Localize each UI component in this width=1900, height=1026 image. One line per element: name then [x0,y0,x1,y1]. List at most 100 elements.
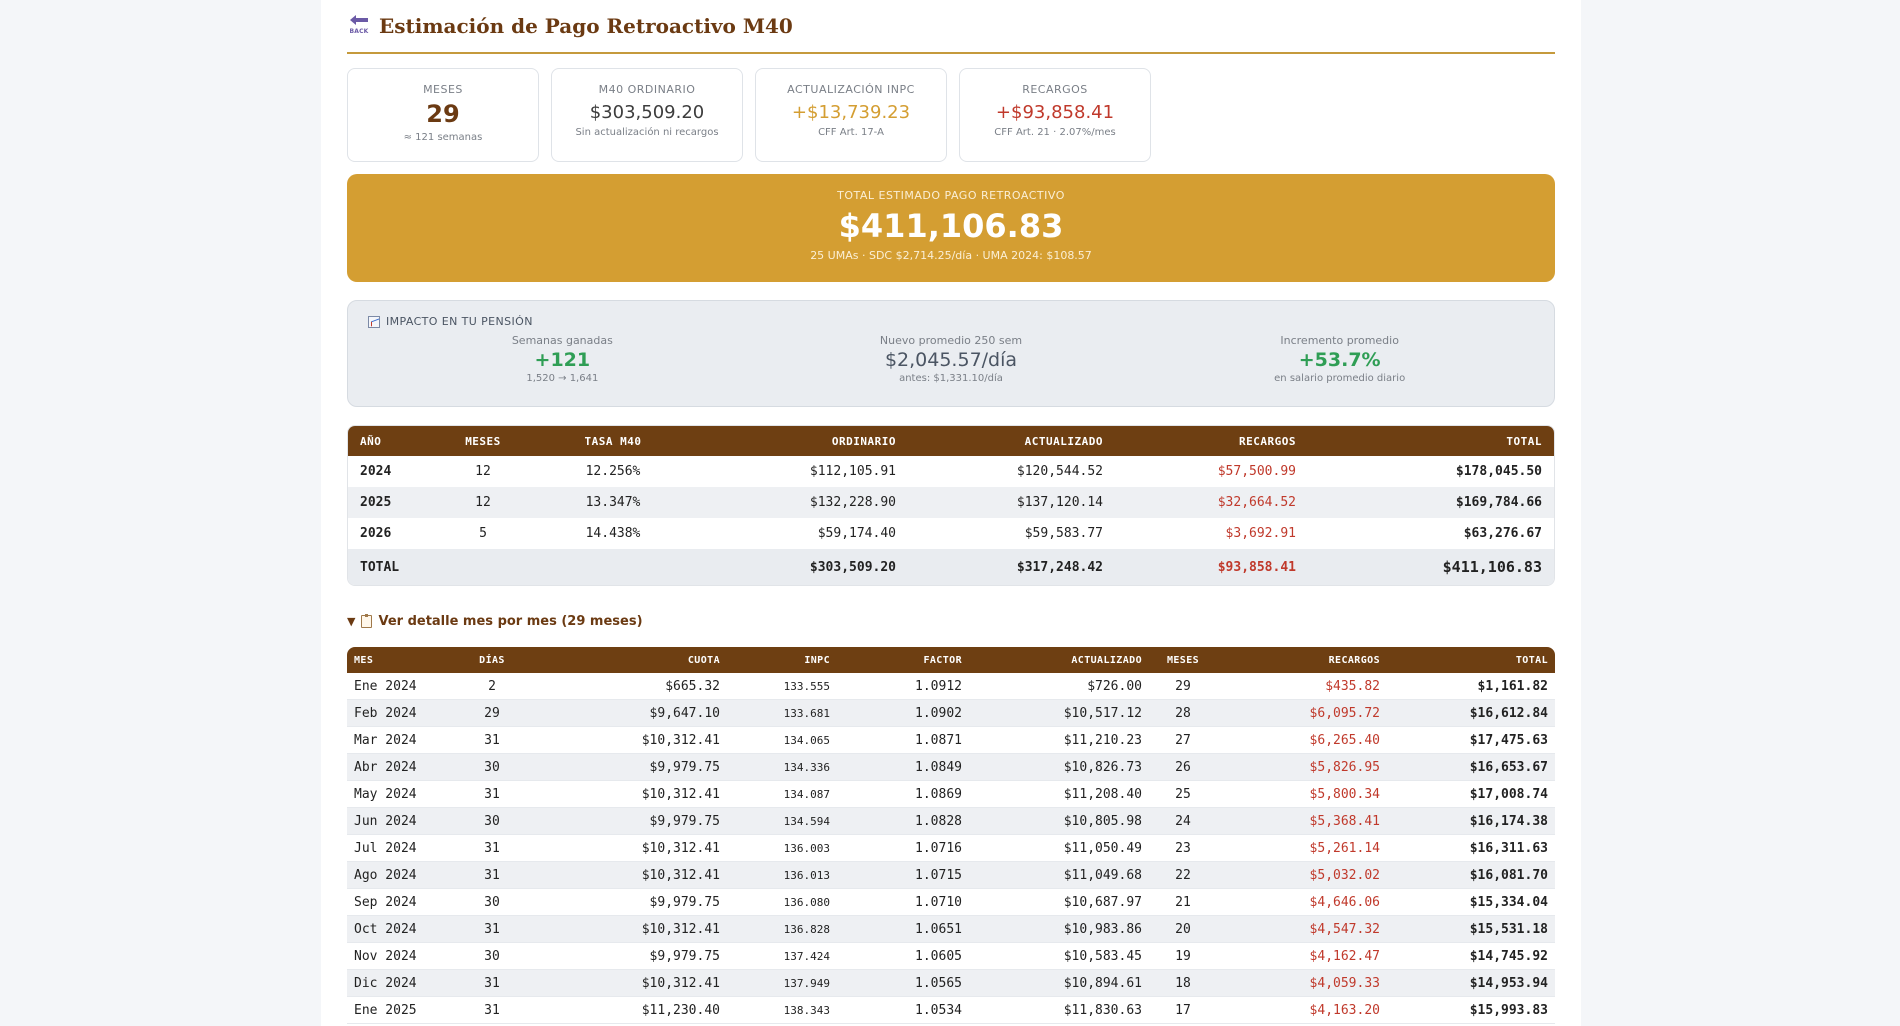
card-sub: CFF Art. 17-A [818,127,884,138]
cell: $132,228.90 [698,487,908,518]
impact-value: +53.7% [1298,349,1381,371]
impact-heading: IMPACTO EN TU PENSIÓN [368,315,1534,328]
cell: $10,312.41 [527,727,727,754]
cell: 1.0912 [837,673,969,700]
cell: Feb 2024 [347,700,457,727]
total-estimate-banner: TOTAL ESTIMADO PAGO RETROACTIVO $411,106… [347,174,1555,282]
cell: 31 [457,781,527,808]
cell: $14,745.92 [1387,943,1555,970]
table-row: Ene 2025 31 $11,230.40 138.343 1.0534 $11,830… [347,997,1555,1024]
impact-incremento: Incremento promedio +53.7% en salario pr… [1145,334,1534,384]
col-header: FACTOR [837,647,969,673]
cell: 1.0565 [837,970,969,997]
cell: $9,647.10 [527,700,727,727]
cell: $10,312.41 [527,916,727,943]
col-header: TOTAL [1387,647,1555,673]
cell: $4,059.33 [1217,970,1387,997]
cell: $15,334.04 [1387,889,1555,916]
cell: 134.065 [727,727,837,754]
impact-heading-text: IMPACTO EN TU PENSIÓN [386,315,533,328]
col-header: INPC [727,647,837,673]
page: BACK Estimación de Pago Retroactivo M40 … [321,0,1581,1026]
cell: 2024 [360,464,392,479]
table-header-row: AÑO MESES TASA M40 ORDINARIO ACTUALIZADO… [348,426,1554,456]
page-header: BACK Estimación de Pago Retroactivo M40 [347,0,1555,54]
cell: $59,174.40 [817,526,896,541]
cell: $11,049.68 [969,862,1149,889]
cell: Jul 2024 [347,835,457,862]
cell: Ene 2024 [347,673,457,700]
cell: 2 [457,673,527,700]
cell: $411,106.83 [1308,549,1554,585]
cell: $11,208.40 [969,781,1149,808]
card-meses: MESES 29 ≈ 121 semanas [347,68,539,162]
cell: $10,826.73 [969,754,1149,781]
cell: 12 [438,487,528,518]
cell: Abr 2024 [347,754,457,781]
card-value: $303,509.20 [589,102,705,123]
cell: 1.0869 [837,781,969,808]
col-header: RECARGOS [1217,647,1387,673]
cell: $665.32 [527,673,727,700]
table-row: Dic 2024 31 $10,312.41 137.949 1.0565 $10,894… [347,970,1555,997]
table-row: 2026 5 14.438% $59,174.40 $59,583.77 $3,… [348,518,1554,549]
col-header: AÑO [348,426,438,456]
cell: $5,368.41 [1217,808,1387,835]
col-header: DÍAS [457,647,527,673]
card-label: ACTUALIZACIÓN INPC [787,83,915,96]
cell: 24 [1149,808,1217,835]
col-header: CUOTA [527,647,727,673]
cell: 31 [457,916,527,943]
impact-value: +121 [534,349,591,371]
cell: 14.438% [585,526,641,541]
cell: $11,830.63 [969,997,1149,1024]
cell: $16,081.70 [1387,862,1555,889]
card-recargos: RECARGOS +$93,858.41 CFF Art. 21 · 2.07%… [959,68,1151,162]
cell: 31 [457,970,527,997]
cell: 2026 [360,526,392,541]
toggle-label: Ver detalle mes por mes (29 meses) [378,614,643,629]
cell: Nov 2024 [347,943,457,970]
table-row: Jul 2024 31 $10,312.41 136.003 1.0716 $11,050… [347,835,1555,862]
annual-summary-table: AÑO MESES TASA M40 ORDINARIO ACTUALIZADO… [347,425,1555,586]
cell: $178,045.50 [1455,464,1542,479]
cell: 1.0710 [837,889,969,916]
cell: 18 [1149,970,1217,997]
cell: 21 [1149,889,1217,916]
cell: $317,248.42 [908,549,1115,585]
impact-value: $2,045.57/día [884,349,1018,371]
table-row: May 2024 31 $10,312.41 134.087 1.0869 $11,208… [347,781,1555,808]
cell: 134.594 [727,808,837,835]
monthly-detail-toggle[interactable]: ▼ Ver detalle mes por mes (29 meses) [347,614,1555,629]
table-row: Feb 2024 29 $9,647.10 133.681 1.0902 $10,517.… [347,700,1555,727]
cell: $726.00 [969,673,1149,700]
cell: 22 [1149,862,1217,889]
cell: $6,265.40 [1217,727,1387,754]
cell: $16,612.84 [1387,700,1555,727]
cell: 26 [1149,754,1217,781]
table-row: Abr 2024 30 $9,979.75 134.336 1.0849 $10,826.… [347,754,1555,781]
cell: 1.0605 [837,943,969,970]
table-row: Oct 2024 31 $10,312.41 136.828 1.0651 $10,983… [347,916,1555,943]
card-value: 29 [426,100,460,128]
cell: $169,784.66 [1308,487,1554,518]
back-arrow-icon[interactable]: BACK [347,14,371,38]
cell: Mar 2024 [347,727,457,754]
cell: $32,664.52 [1115,487,1308,518]
card-sub: CFF Art. 21 · 2.07%/mes [994,127,1116,138]
table-header-row: MES DÍAS CUOTA INPC FACTOR ACTUALIZADO M… [347,647,1555,673]
cell: 136.013 [727,862,837,889]
cell: $5,826.95 [1217,754,1387,781]
cell: $9,979.75 [527,943,727,970]
cell: $4,646.06 [1217,889,1387,916]
cell: $5,800.34 [1217,781,1387,808]
cell: 134.336 [727,754,837,781]
cell: 1.0871 [837,727,969,754]
cell: $9,979.75 [527,889,727,916]
cell: 31 [457,862,527,889]
cell: 31 [457,727,527,754]
col-header: MESES [438,426,528,456]
pension-impact-panel: IMPACTO EN TU PENSIÓN Semanas ganadas +1… [347,300,1555,407]
cell: 30 [457,889,527,916]
monthly-rows: Ene 2024 2 $665.32 133.555 1.0912 $726.00 29 $4… [347,673,1555,1024]
